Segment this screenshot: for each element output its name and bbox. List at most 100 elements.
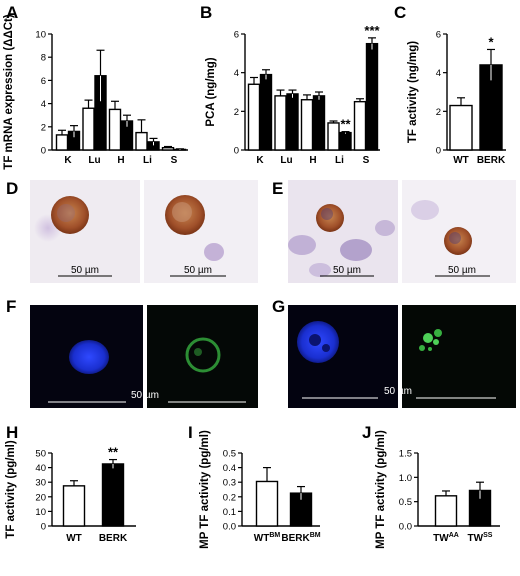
chart-b-category-label-K: K bbox=[256, 155, 264, 166]
chart-j-category-sup-TWAA: AA bbox=[449, 532, 459, 539]
panel-label-f: F bbox=[6, 297, 16, 316]
chart-i-ytick-label-2: 0.2 bbox=[223, 492, 236, 503]
chart-j-ytick-label-0: 0.0 bbox=[399, 522, 412, 533]
chart-i-ytick-label-1: 0.1 bbox=[223, 507, 236, 518]
panel-d-micrograph-2: 50 µm bbox=[144, 180, 258, 283]
chart-i-y-axis-label: MP TF activity (pg/ml) bbox=[199, 430, 211, 549]
chart-c-significance-0: * bbox=[488, 34, 494, 49]
panel-d-scale-bar-label-2: 50 µm bbox=[184, 265, 212, 276]
chart-j-category-label-TWSS: TWSS bbox=[468, 532, 493, 544]
chart-j-category-label-TWAA: TWAA bbox=[433, 532, 459, 544]
chart-i-category-sup-WTBM: BM bbox=[269, 532, 280, 539]
chart-b-bar-H-control bbox=[300, 99, 314, 151]
chart-i-category-base-BERKBM: BERK bbox=[281, 533, 310, 544]
chart-a-bar-Lu-control bbox=[82, 107, 95, 151]
panel-e-micrograph-1: 50 µm bbox=[288, 180, 398, 283]
chart-j-ytick-label-2: 1.0 bbox=[399, 473, 412, 484]
chart-b-category-label-S: S bbox=[363, 155, 370, 166]
panel-label-g: G bbox=[272, 297, 285, 316]
panel-g-tf-image bbox=[402, 305, 516, 408]
chart-b-category-label-Lu: Lu bbox=[280, 155, 292, 166]
panel-label-i: I bbox=[188, 423, 193, 442]
chart-i-ytick-label-5: 0.5 bbox=[223, 449, 236, 460]
chart-b-bar-Li-control bbox=[327, 122, 340, 151]
panel-e-scale-bar-label-2: 50 µm bbox=[448, 265, 476, 276]
chart-b-bar-Lu-treated bbox=[286, 93, 299, 151]
panel-label-h: H bbox=[6, 423, 18, 442]
chart-a-category-label-S: S bbox=[171, 155, 178, 166]
chart-a-bar-S-control bbox=[161, 146, 175, 151]
panel-d-micrograph-1: 50 µm bbox=[30, 180, 140, 283]
panel-label-b: B bbox=[200, 3, 212, 22]
panel-f-dapi-image bbox=[30, 305, 143, 408]
chart-b-bar-Li-treated bbox=[339, 131, 352, 151]
chart-c-ytick-label-0: 0 bbox=[436, 146, 441, 157]
chart-b-ytick-label-2: 4 bbox=[234, 68, 239, 79]
chart-a-category-label-H: H bbox=[117, 155, 124, 166]
panel-g-dapi-image bbox=[288, 305, 398, 408]
chart-b-bar-K-treated bbox=[259, 73, 273, 151]
chart-h-ytick-label-0: 0 bbox=[41, 522, 46, 533]
chart-i-ytick-label-3: 0.3 bbox=[223, 478, 236, 489]
chart-h: 0 10 20 30 40 50 TF activity (pg/ml) WT BERK ** bbox=[5, 440, 136, 544]
panel-label-j: J bbox=[362, 423, 371, 442]
chart-b-bar-S-control bbox=[353, 100, 367, 151]
panel-label-c: C bbox=[394, 3, 406, 22]
chart-a-bar-K-control bbox=[55, 134, 69, 151]
chart-b-bar-K-control bbox=[247, 83, 261, 151]
chart-a-bar-Li-control bbox=[135, 131, 148, 151]
chart-j-category-sup-TWSS: SS bbox=[483, 532, 493, 539]
chart-b-ytick-label-0: 0 bbox=[234, 146, 239, 157]
chart-h-ytick-label-5: 50 bbox=[35, 449, 46, 460]
chart-a-ytick-label-2: 4 bbox=[41, 99, 46, 110]
chart-j-bar-TWAA bbox=[434, 495, 458, 527]
chart-c-bar-WT bbox=[449, 104, 473, 151]
chart-a-bar-H-control bbox=[108, 108, 122, 151]
panel-d-scale-bar-label-1: 50 µm bbox=[71, 265, 99, 276]
chart-h-significance-0: ** bbox=[108, 445, 119, 460]
panel-f-scale-bar-label: 50 µm bbox=[131, 390, 159, 401]
chart-a-y-axis-label: TF mRNA expression (ΔΔCt) bbox=[3, 14, 15, 170]
chart-j-category-base-TWAA: TW bbox=[433, 533, 449, 544]
chart-h-bar-WT bbox=[62, 485, 86, 527]
chart-j-category-base-TWSS: TW bbox=[468, 533, 484, 544]
chart-i: 0.0 0.1 0.2 0.3 0.4 0.5 MP TF activity (pg/ml)… bbox=[199, 430, 321, 549]
chart-b-y-axis-label: PCA (ng/mg) bbox=[205, 57, 217, 126]
panel-label-d: D bbox=[6, 179, 18, 198]
chart-i-category-sup-BERKBM: BM bbox=[310, 532, 321, 539]
chart-c-ytick-label-1: 2 bbox=[436, 107, 441, 118]
chart-j-ytick-label-3: 1.5 bbox=[399, 449, 412, 460]
chart-c-category-label-BERK: BERK bbox=[477, 155, 506, 166]
chart-b-significance-0: ** bbox=[340, 117, 351, 132]
chart-b-ytick-label-3: 6 bbox=[234, 30, 239, 41]
chart-h-category-label-WT: WT bbox=[66, 533, 82, 544]
chart-a-ytick-label-0: 0 bbox=[41, 146, 46, 157]
chart-j: 0.00.51.01.5MP TF activity (pg/ml) TWAA TW… bbox=[375, 430, 500, 549]
chart-i-ytick-label-4: 0.4 bbox=[223, 463, 236, 474]
chart-c-y-axis-label: TF activity (ng/mg) bbox=[407, 41, 419, 143]
chart-i-category-label-WTBM: WTBM bbox=[254, 532, 281, 544]
chart-c-ytick-label-2: 4 bbox=[436, 68, 441, 79]
chart-a-category-label-Li: Li bbox=[143, 155, 152, 166]
chart-h-ytick-label-4: 40 bbox=[35, 463, 46, 474]
chart-j-ytick-label-1: 0.5 bbox=[399, 497, 412, 508]
chart-i-category-base-WTBM: WT bbox=[254, 533, 270, 544]
chart-b-ytick-label-1: 2 bbox=[234, 107, 239, 118]
chart-i-bar-WTBM bbox=[255, 480, 279, 527]
chart-a-ytick-label-4: 8 bbox=[41, 53, 46, 64]
chart-b-bar-S-treated bbox=[365, 42, 379, 151]
chart-a-ytick-label-1: 2 bbox=[41, 122, 46, 133]
chart-i-ytick-label-0: 0.0 bbox=[223, 522, 236, 533]
panel-label-e: E bbox=[272, 179, 283, 198]
chart-h-ytick-label-3: 30 bbox=[35, 478, 46, 489]
panel-label-a: A bbox=[6, 3, 18, 22]
chart-h-ytick-label-2: 20 bbox=[35, 492, 46, 503]
chart-h-category-label-BERK: BERK bbox=[99, 533, 128, 544]
panel-g-scale-bar-label: 50 µm bbox=[384, 386, 412, 397]
chart-b-bar-H-treated bbox=[312, 95, 326, 151]
chart-b-category-label-Li: Li bbox=[335, 155, 344, 166]
chart-b-significance-1: *** bbox=[364, 23, 380, 38]
panel-f-tf-image bbox=[147, 305, 258, 408]
